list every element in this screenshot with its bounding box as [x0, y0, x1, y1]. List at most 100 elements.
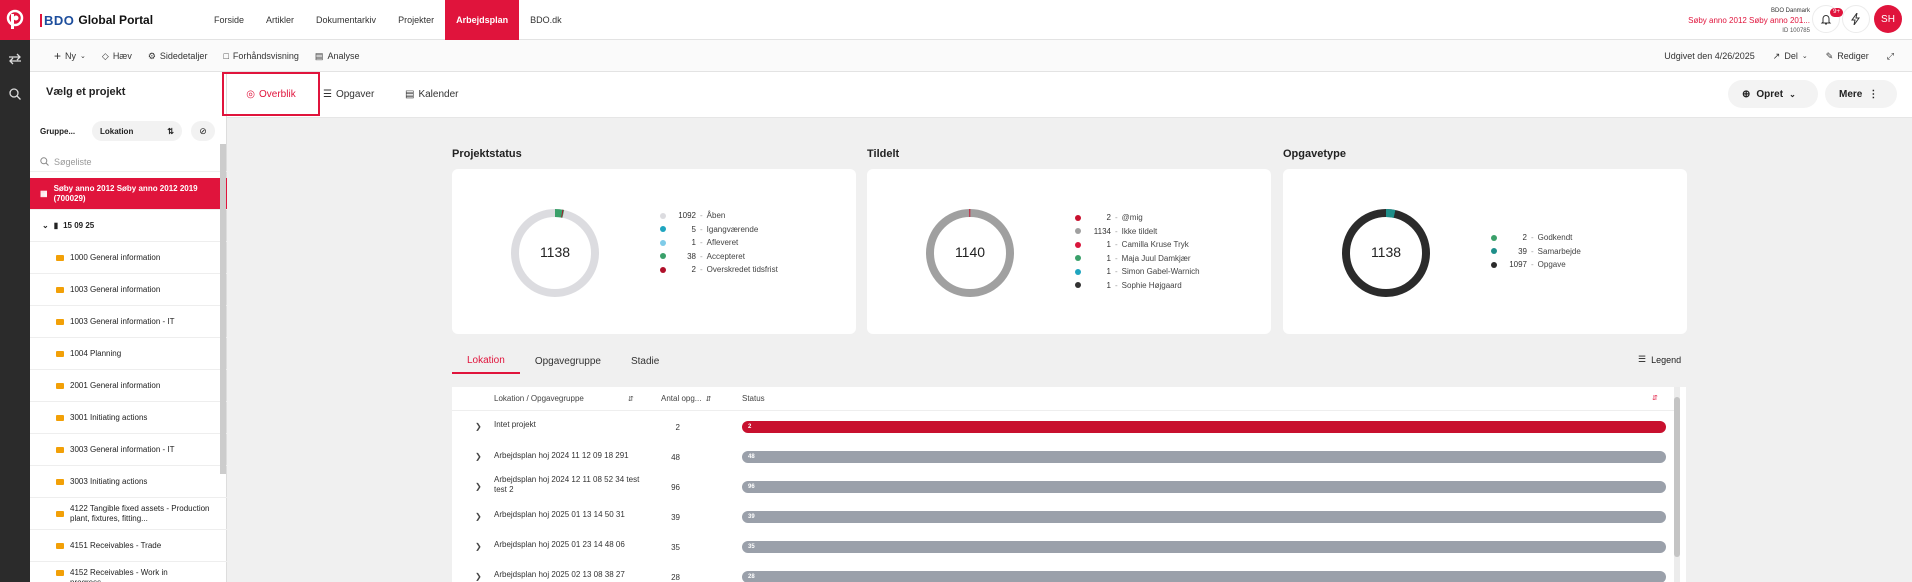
status-bar: 2 — [742, 421, 1666, 433]
legend-item: 2- Overskredet tidsfrist — [660, 263, 778, 277]
row-name: Arbejdsplan hoj 2024 11 12 09 18 291 — [494, 451, 629, 460]
column-count[interactable]: Antal opg... ⇵ — [661, 394, 711, 403]
table-row[interactable]: ❯ Arbejdsplan hoj 2024 12 11 08 52 34 te… — [452, 472, 1674, 502]
task-type-title: Opgavetype — [1283, 148, 1346, 160]
legend-item: 39- Samarbejde — [1491, 245, 1581, 259]
legend-dot — [1075, 228, 1081, 235]
list-item[interactable]: 2001 General information — [30, 370, 227, 402]
sort-icon: ⇵ — [627, 395, 634, 403]
clear-filter-icon[interactable]: ⊘ — [191, 121, 215, 141]
list-item[interactable]: 3001 Initiating actions — [30, 402, 227, 434]
expand-icon[interactable]: ⤢ — [1886, 50, 1894, 61]
row-count: 2 — [675, 423, 680, 432]
analysis-button[interactable]: ▤ Analyse — [315, 51, 360, 62]
legend-item: 1- Afleveret — [660, 236, 778, 250]
list-item[interactable]: 3003 Initiating actions — [30, 466, 227, 498]
nav-bdo-dk[interactable]: BDO.dk — [530, 15, 562, 25]
brand[interactable]: BDO Global Portal — [40, 13, 153, 27]
chevron-right-icon[interactable]: ❯ — [475, 452, 482, 461]
nav-dokumentarkiv[interactable]: Dokumentarkiv — [316, 15, 377, 25]
nav-artikler[interactable]: Artikler — [266, 15, 295, 25]
quick-actions-button[interactable] — [1842, 5, 1870, 33]
list-item[interactable]: 1000 General information — [30, 242, 227, 274]
list-item-label: 4152 Receivables - Work in progress — [70, 568, 168, 582]
new-label: Ny — [65, 51, 77, 61]
search-icon[interactable] — [0, 80, 30, 108]
user-context[interactable]: BDO Danmark Søby anno 2012 Søby anno 201… — [1688, 6, 1810, 36]
selected-project[interactable]: ▦ Søby anno 2012 Søby anno 2012 2019 (70… — [30, 178, 227, 210]
sort-icon[interactable]: ⇵ — [1652, 395, 1658, 402]
legend-count: 39 — [1518, 246, 1527, 256]
chevron-right-icon[interactable]: ❯ — [475, 572, 482, 581]
list-item[interactable]: 1003 General information - IT — [30, 306, 227, 338]
current-project: Søby anno 2012 Søby anno 201... — [1688, 16, 1810, 25]
legend-item: 1134- Ikke tildelt — [1075, 225, 1200, 239]
tab-stage[interactable]: Stadie — [630, 355, 660, 367]
legend-button[interactable]: ☰ Legend — [1638, 354, 1681, 365]
column-status[interactable]: Status — [742, 394, 765, 403]
page-details-button[interactable]: ⚙ Sidedetaljer — [148, 51, 208, 62]
lift-button[interactable]: ◇ Hæv — [102, 51, 132, 62]
legend-count: 1 — [691, 238, 696, 247]
column-location[interactable]: Lokation / Opgavegruppe ⇵ — [494, 394, 634, 403]
top-navigation: BDO Global Portal Forside Artikler Dokum… — [30, 0, 1912, 40]
new-button[interactable]: + Ny ⌄ — [54, 49, 86, 63]
table-row[interactable]: ❯ Arbejdsplan hoj 2024 11 12 09 18 291 4… — [452, 442, 1674, 472]
legend-label: Åben — [706, 211, 726, 220]
app-logo-icon[interactable] — [0, 0, 30, 40]
chevron-right-icon[interactable]: ❯ — [475, 542, 482, 551]
legend-label: Simon Gabel-Warnich — [1121, 267, 1200, 276]
legend-dot — [660, 253, 666, 260]
edit-button[interactable]: ✎ Rediger — [1826, 51, 1869, 62]
folder-icon — [56, 318, 64, 325]
status-bar: 39 — [742, 511, 1666, 523]
list-item[interactable]: 1003 General information — [30, 274, 227, 306]
sort-icon: ⇅ — [167, 126, 174, 136]
table-row[interactable]: ❯ Intet projekt 2 2 — [452, 412, 1674, 442]
swap-icon[interactable] — [0, 45, 30, 73]
command-bar: + Ny ⌄ ◇ Hæv ⚙ Sidedetaljer □ Forhåndsvi… — [30, 40, 1912, 72]
notifications-button[interactable]: 9+ — [1812, 5, 1843, 33]
tab-tasks[interactable]: ☰ Opgaver — [323, 79, 374, 109]
legend-item: 1- Simon Gabel-Warnich — [1075, 265, 1200, 279]
share-button[interactable]: ↗ Del ⌄ — [1773, 51, 1808, 62]
list-item[interactable]: 4152 Receivables - Work in progress — [30, 562, 227, 582]
tree-group-node[interactable]: ⌄ ▮ 15 09 25 — [30, 210, 227, 242]
folder-icon — [56, 510, 64, 517]
table-row[interactable]: ❯ Arbejdsplan hoj 2025 01 13 14 50 31 39… — [452, 502, 1674, 532]
avatar[interactable]: SH — [1874, 5, 1902, 33]
table-row[interactable]: ❯ Arbejdsplan hoj 2025 02 13 08 38 27 28… — [452, 562, 1674, 582]
list-item[interactable]: 3003 General information - IT — [30, 434, 227, 466]
project-status-total: 1138 — [540, 244, 570, 260]
legend-count: 5 — [691, 224, 696, 234]
chevron-right-icon[interactable]: ❯ — [475, 482, 482, 491]
nav-projekter[interactable]: Projekter — [398, 15, 435, 25]
nav-arbejdsplan[interactable]: Arbejdsplan — [445, 0, 520, 40]
folder-icon — [56, 382, 64, 389]
share-label: Del — [1784, 51, 1798, 61]
chevron-right-icon[interactable]: ❯ — [475, 512, 482, 521]
group-by-dropdown[interactable]: Gruppe... — [40, 126, 76, 136]
tab-task-group[interactable]: Opgavegruppe — [534, 355, 601, 367]
location-selector[interactable]: Lokation ⇅ — [92, 121, 182, 141]
tab-location[interactable]: Lokation — [452, 348, 520, 374]
create-button[interactable]: ⊕ Opret ⌄ — [1728, 80, 1818, 108]
tab-overview[interactable]: ◎ Overblik — [222, 72, 320, 116]
more-button[interactable]: Mere ⋮ — [1825, 80, 1897, 108]
list-item[interactable]: 4122 Tangible fixed assets - Production … — [30, 498, 227, 530]
chevron-right-icon[interactable]: ❯ — [475, 422, 482, 431]
tab-calendar-label: Kalender — [418, 88, 459, 100]
nav-forside[interactable]: Forside — [214, 15, 245, 25]
legend-count: 1092 — [678, 211, 696, 220]
list-item-label: 2001 General information — [70, 380, 161, 390]
table-row[interactable]: ❯ Arbejdsplan hoj 2025 01 23 14 48 06 35… — [452, 532, 1674, 562]
legend-dot — [1075, 255, 1081, 262]
table-scrollbar[interactable] — [1674, 387, 1680, 582]
tab-calendar[interactable]: ▤ Kalender — [405, 79, 458, 109]
list-item[interactable]: 4151 Receivables - Trade — [30, 530, 227, 562]
preview-button[interactable]: □ Forhåndsvisning — [223, 51, 298, 61]
legend-dot — [660, 266, 666, 273]
panel-scrollbar[interactable] — [220, 144, 226, 474]
list-item[interactable]: 1004 Planning — [30, 338, 227, 370]
search-list[interactable]: Søgeliste — [30, 152, 227, 172]
